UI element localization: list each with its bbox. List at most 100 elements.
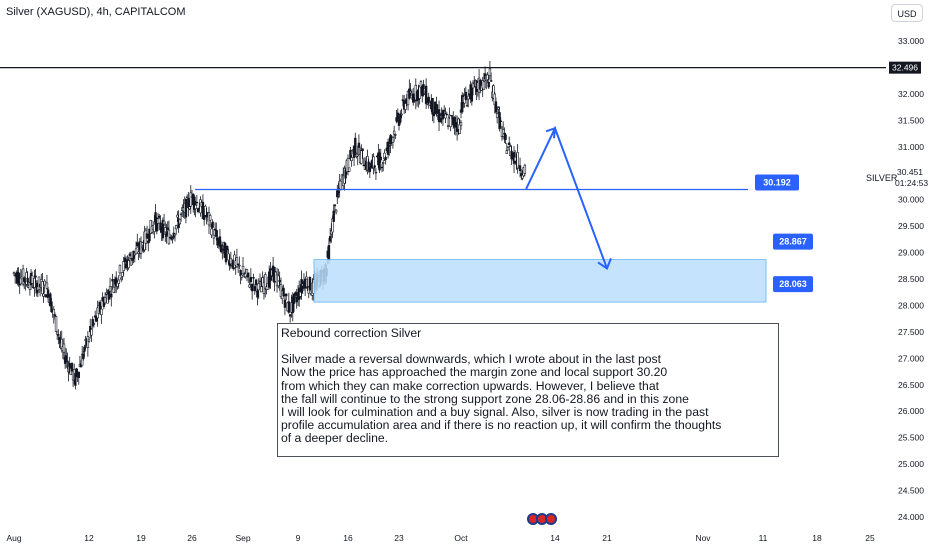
candle-body (90, 329, 93, 336)
x-tick-label: 26 (187, 533, 197, 543)
candle-body (394, 134, 397, 136)
candle-body (227, 253, 230, 261)
candle-body (498, 112, 501, 129)
text-note[interactable]: Rebound correction Silver Silver made a … (277, 323, 779, 457)
candle-body (285, 293, 288, 297)
candle-body (236, 263, 240, 266)
y-tick-label: 25.500 (898, 433, 924, 443)
note-title: Rebound correction Silver (281, 326, 422, 340)
target-zone[interactable] (313, 259, 767, 303)
symbol-title[interactable]: Silver (XAGUSD), 4h, CAPITALCOM (6, 6, 186, 18)
candle-body (166, 227, 169, 230)
candle-body (252, 277, 255, 279)
candle-body (374, 171, 378, 174)
candle-body (46, 289, 50, 299)
candle-body (165, 231, 168, 237)
candle-body (148, 228, 151, 242)
candle-body (368, 167, 372, 173)
x-tick-label: Sep (235, 533, 250, 543)
candle-body (422, 84, 425, 90)
candle-body (121, 272, 124, 277)
candle-body (30, 275, 34, 284)
candle-body (175, 225, 178, 230)
candle-body (53, 314, 57, 317)
candle-body (510, 150, 513, 160)
candle-body (108, 286, 112, 292)
candle-body (356, 154, 359, 157)
support-price-tag (755, 174, 799, 191)
y-tick-label: 28.000 (898, 300, 924, 310)
y-tick-label: 26.000 (898, 406, 924, 416)
candle-body (441, 110, 445, 120)
candle-body (488, 68, 492, 76)
candle-body (444, 113, 447, 119)
candle-body (348, 167, 351, 172)
candle-body (467, 95, 470, 100)
candle-body (446, 125, 450, 127)
candle-body (184, 198, 188, 218)
candle-body (159, 222, 162, 231)
candle-body (294, 292, 297, 296)
candle-body (386, 141, 390, 155)
candle-body (258, 280, 262, 283)
candle-body (361, 148, 364, 152)
candle-body (283, 299, 287, 308)
candle-body (145, 233, 149, 239)
candle-body (288, 314, 292, 317)
candle-body (303, 279, 307, 289)
candle-body (523, 164, 527, 174)
y-tick-label: 29.000 (898, 248, 924, 258)
candle-body (52, 309, 55, 316)
candle-body (445, 113, 448, 116)
candle-body (245, 269, 249, 276)
x-tick-label: Nov (695, 533, 711, 543)
candle-body (34, 275, 37, 278)
x-tick-label: 18 (812, 533, 822, 543)
candle-body (117, 279, 120, 284)
y-tick-label: 30.000 (898, 195, 924, 205)
x-tick-label: 25 (865, 533, 875, 543)
candle-body (404, 103, 407, 110)
candle-body (205, 215, 208, 218)
candle-body (260, 286, 263, 293)
x-tick-label: 19 (136, 533, 146, 543)
projection-path[interactable] (525, 125, 608, 269)
candle-body (83, 346, 86, 352)
candle-body (171, 238, 174, 240)
candle-body (349, 149, 352, 160)
candle-body (194, 204, 197, 209)
candle-body (459, 122, 463, 126)
candle-body (501, 129, 505, 137)
candle-body (57, 334, 60, 336)
candle-body (178, 219, 182, 225)
candle-body (111, 279, 114, 282)
candle-body (257, 283, 260, 291)
us-flag-icon[interactable] (545, 513, 557, 525)
candle-body (62, 343, 66, 353)
symbol-label: SILVER (866, 173, 898, 183)
candle-body (516, 152, 519, 169)
candle-body (241, 265, 245, 274)
candle-body (55, 331, 59, 335)
candle-body (118, 264, 122, 274)
candle-body (123, 257, 127, 263)
currency-button[interactable]: USD (891, 4, 923, 22)
candle-body (215, 229, 218, 237)
candle-body (514, 156, 517, 162)
candle-body (337, 191, 340, 194)
candle-body (179, 213, 183, 216)
candle-body (254, 279, 258, 286)
candle-body (37, 276, 41, 290)
candle-body (489, 80, 493, 82)
candle-body (292, 293, 296, 304)
candle-body (369, 162, 373, 169)
candle-body (391, 137, 395, 143)
candle-body (65, 355, 68, 361)
candle-body (45, 282, 49, 289)
x-tick-label: 16 (343, 533, 353, 543)
candle-body (346, 158, 350, 173)
candle-body (388, 145, 391, 147)
candle-body (213, 228, 217, 231)
candle-body (278, 280, 281, 282)
